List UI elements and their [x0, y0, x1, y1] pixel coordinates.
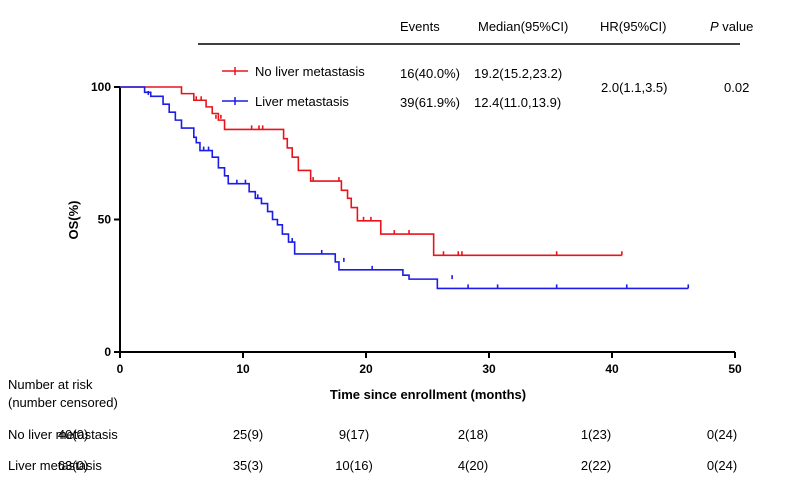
- x-tick-label: 30: [482, 362, 496, 376]
- risk-values: 40(0) 25(9) 9(17) 2(18) 1(23) 0(24) 63(0) 35(3)…: [58, 427, 737, 473]
- x-axis-title: Time since enrollment (months): [330, 387, 526, 402]
- series-0-step-line: [120, 86, 622, 257]
- risk-value: 35(3): [233, 458, 263, 473]
- x-tick-label: 10: [236, 362, 250, 376]
- x-tick-label: 50: [728, 362, 742, 376]
- legend-no-liver-label: No liver metastasis: [255, 64, 365, 79]
- hr-value: 2.0(1.1,3.5): [601, 80, 668, 95]
- x-tick-label: 40: [605, 362, 619, 376]
- series-1-step-line: [120, 86, 689, 290]
- p-value-header: P value: [710, 19, 753, 34]
- p-value: 0.02: [724, 80, 749, 95]
- liver-events: 39(61.9%): [400, 95, 460, 110]
- survival-curves: [120, 86, 690, 290]
- legend-no-liver: No liver metastasis: [222, 64, 365, 79]
- hr-header: HR(95%CI): [600, 19, 666, 34]
- risk-value: 40(0): [58, 427, 88, 442]
- risk-value: 2(22): [581, 458, 611, 473]
- no-liver-events: 16(40.0%): [400, 66, 460, 81]
- liver-median: 12.4(11.0,13.9): [474, 95, 561, 110]
- risk-value: 0(24): [707, 458, 737, 473]
- risk-table-subheader: (number censored): [8, 395, 118, 410]
- events-header: Events: [400, 19, 440, 34]
- x-tick-label: 20: [359, 362, 373, 376]
- x-tick-label: 0: [117, 362, 124, 376]
- y-tick-label: 0: [104, 345, 111, 359]
- legend-liver-label: Liver metastasis: [255, 94, 349, 109]
- risk-value: 4(20): [458, 458, 488, 473]
- y-tick-label: 100: [91, 80, 111, 94]
- y-ticks: 0 50 100: [91, 80, 120, 359]
- risk-row-no-liver-label: No liver metastasis: [8, 427, 118, 442]
- risk-table-header: Number at risk: [8, 377, 93, 392]
- y-axis-title: OS(%): [66, 201, 81, 240]
- y-tick-label: 50: [98, 213, 112, 227]
- risk-value: 10(16): [335, 458, 373, 473]
- risk-value: 63(0): [58, 458, 88, 473]
- risk-row-liver-label: Liver metastasis: [8, 458, 102, 473]
- risk-value: 1(23): [581, 427, 611, 442]
- risk-value: 2(18): [458, 427, 488, 442]
- no-liver-median: 19.2(15.2,23.2): [474, 66, 562, 81]
- risk-value: 0(24): [707, 427, 737, 442]
- risk-value: 9(17): [339, 427, 369, 442]
- median-header: Median(95%CI): [478, 19, 568, 34]
- risk-value: 25(9): [233, 427, 263, 442]
- x-ticks: 0 10 20 30 40 50: [117, 352, 742, 376]
- legend-liver: Liver metastasis: [222, 94, 349, 109]
